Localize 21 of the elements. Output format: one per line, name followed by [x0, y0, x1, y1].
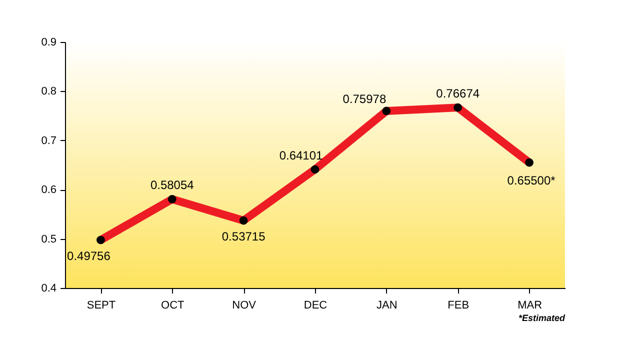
data-label: 0.75978 [342, 92, 386, 106]
data-label: 0.76674 [436, 86, 480, 101]
y-tick-label: 0.5 [41, 233, 56, 246]
x-tick-label: MAR [518, 300, 542, 312]
y-tick-label: 0.7 [41, 134, 56, 147]
y-tick-label: 0.9 [41, 36, 56, 48]
x-tick-label: JAN [376, 300, 398, 312]
x-tick-label: DEC [304, 300, 328, 312]
x-tick-label: FEB [448, 300, 470, 312]
data-label: 0.49756 [67, 249, 111, 263]
data-label: 0.58054 [150, 178, 194, 192]
text: *Estimated [518, 313, 566, 323]
data-label: 0.64101 [279, 148, 324, 162]
data-label: 0.53715 [222, 230, 266, 244]
x-tick-label: NOV [232, 300, 257, 312]
y-tick-label: 0.6 [41, 184, 56, 196]
x-tick-label: OCT [161, 300, 185, 312]
x-tick-label: SEPT [86, 300, 116, 312]
y-tick-label: 0.8 [41, 86, 56, 98]
data-label: 0.65500* [507, 174, 556, 188]
y-tick-label: 0.4 [41, 282, 56, 294]
